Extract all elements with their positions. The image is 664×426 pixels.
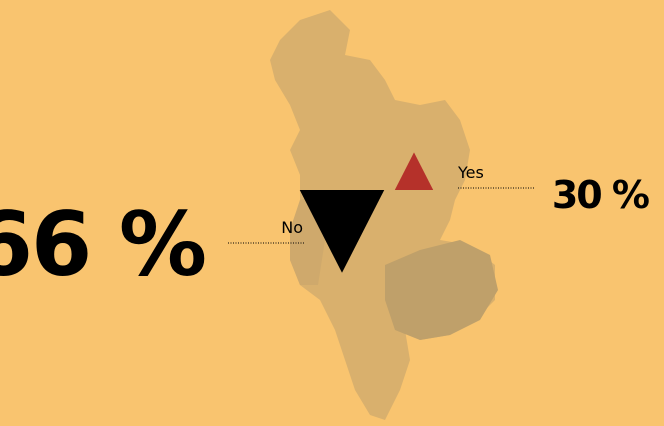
triangle <box>394 152 434 190</box>
category-label: No <box>281 218 303 237</box>
value-label: 30 % <box>552 173 649 217</box>
category-label: Yes <box>457 163 484 182</box>
triangle <box>299 190 385 273</box>
map-region <box>385 240 498 340</box>
value-label: 66 % <box>0 193 205 296</box>
